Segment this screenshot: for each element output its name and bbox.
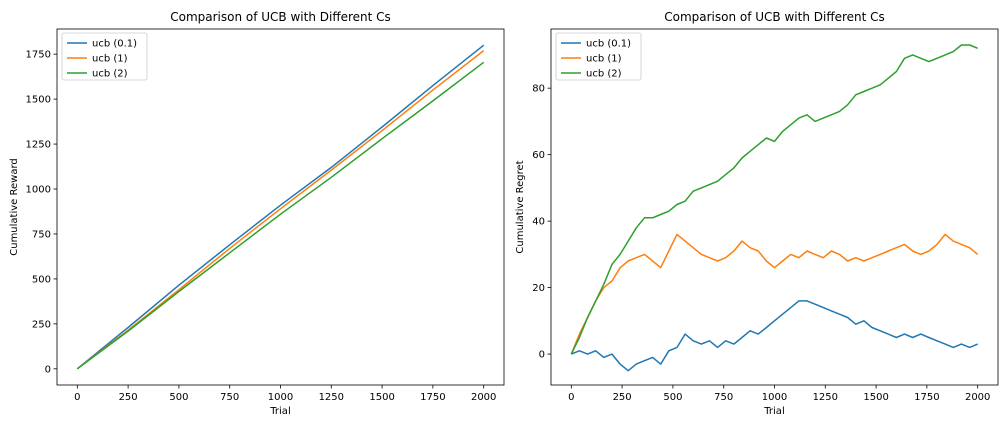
x-tick-label: 2000 bbox=[471, 392, 496, 403]
x-tick-label: 750 bbox=[714, 392, 733, 403]
series-line-2 bbox=[76, 50, 485, 370]
y-tick-label: 1750 bbox=[26, 50, 51, 61]
legend-box bbox=[555, 32, 642, 81]
x-axis-label: Trial bbox=[763, 406, 784, 417]
chart-panel-2: Comparison of UCB with Different Cs 0 250 5… bbox=[515, 10, 999, 417]
y-tick-label: 0 bbox=[45, 364, 51, 375]
series-line-1 bbox=[76, 44, 485, 370]
x-tick-label: 750 bbox=[220, 392, 239, 403]
legend-entry: ucb (0.1) bbox=[586, 39, 631, 50]
chart-panel-1: Comparison of UCB with Different Cs 0 250 5… bbox=[9, 10, 505, 417]
y-axis-label: Cumulative Reward bbox=[9, 158, 20, 256]
x-tick-label: 1000 bbox=[268, 392, 293, 403]
series-line-3 bbox=[570, 44, 978, 355]
legend-entry: ucb (1) bbox=[586, 54, 622, 65]
legend-entry: ucb (0.1) bbox=[92, 39, 137, 50]
x-tick-label: 0 bbox=[568, 392, 574, 403]
series-line-3 bbox=[76, 61, 485, 370]
legend: ucb (0.1) ucb (1) ucb (2) bbox=[555, 32, 642, 81]
x-tick-label: 2000 bbox=[965, 392, 990, 403]
x-tick-label: 250 bbox=[119, 392, 138, 403]
chart-title: Comparison of UCB with Different Cs bbox=[664, 10, 885, 24]
legend-entry: ucb (2) bbox=[586, 69, 622, 80]
x-axis-label: Trial bbox=[269, 406, 290, 417]
x-tick-label: 500 bbox=[663, 392, 682, 403]
series-line-1 bbox=[571, 300, 978, 372]
x-tick-label: 1250 bbox=[319, 392, 344, 403]
legend-entry: ucb (1) bbox=[92, 54, 128, 65]
y-tick-label: 20 bbox=[532, 283, 545, 294]
x-tick-label: 1500 bbox=[369, 392, 394, 403]
x-tick-label: 1250 bbox=[813, 392, 838, 403]
y-tick-label: 60 bbox=[532, 150, 545, 161]
x-tick-label: 0 bbox=[74, 392, 80, 403]
y-axis-label: Cumulative Regret bbox=[515, 160, 526, 253]
y-tick-label: 1000 bbox=[26, 185, 51, 196]
y-tick-label: 750 bbox=[32, 229, 51, 240]
series-line-2 bbox=[570, 233, 979, 355]
x-tick-label: 1750 bbox=[914, 392, 939, 403]
y-tick-label: 1250 bbox=[26, 140, 51, 151]
x-tick-label: 1750 bbox=[420, 392, 445, 403]
legend-entry: ucb (2) bbox=[92, 69, 128, 80]
x-tick-label: 250 bbox=[613, 392, 632, 403]
y-tick-label: 40 bbox=[532, 217, 545, 228]
y-tick-label: 250 bbox=[32, 319, 51, 330]
legend: ucb (0.1) ucb (1) ucb (2) bbox=[61, 32, 148, 81]
axes-frame bbox=[550, 28, 999, 386]
x-tick-label: 1500 bbox=[863, 392, 888, 403]
y-tick-label: 1500 bbox=[26, 95, 51, 106]
y-tick-label: 0 bbox=[539, 350, 545, 361]
y-tick-label: 80 bbox=[532, 84, 545, 95]
y-tick-label: 500 bbox=[32, 274, 51, 285]
chart-title: Comparison of UCB with Different Cs bbox=[170, 10, 391, 24]
x-tick-label: 1000 bbox=[762, 392, 787, 403]
x-tick-label: 500 bbox=[169, 392, 188, 403]
legend-box bbox=[61, 32, 148, 81]
